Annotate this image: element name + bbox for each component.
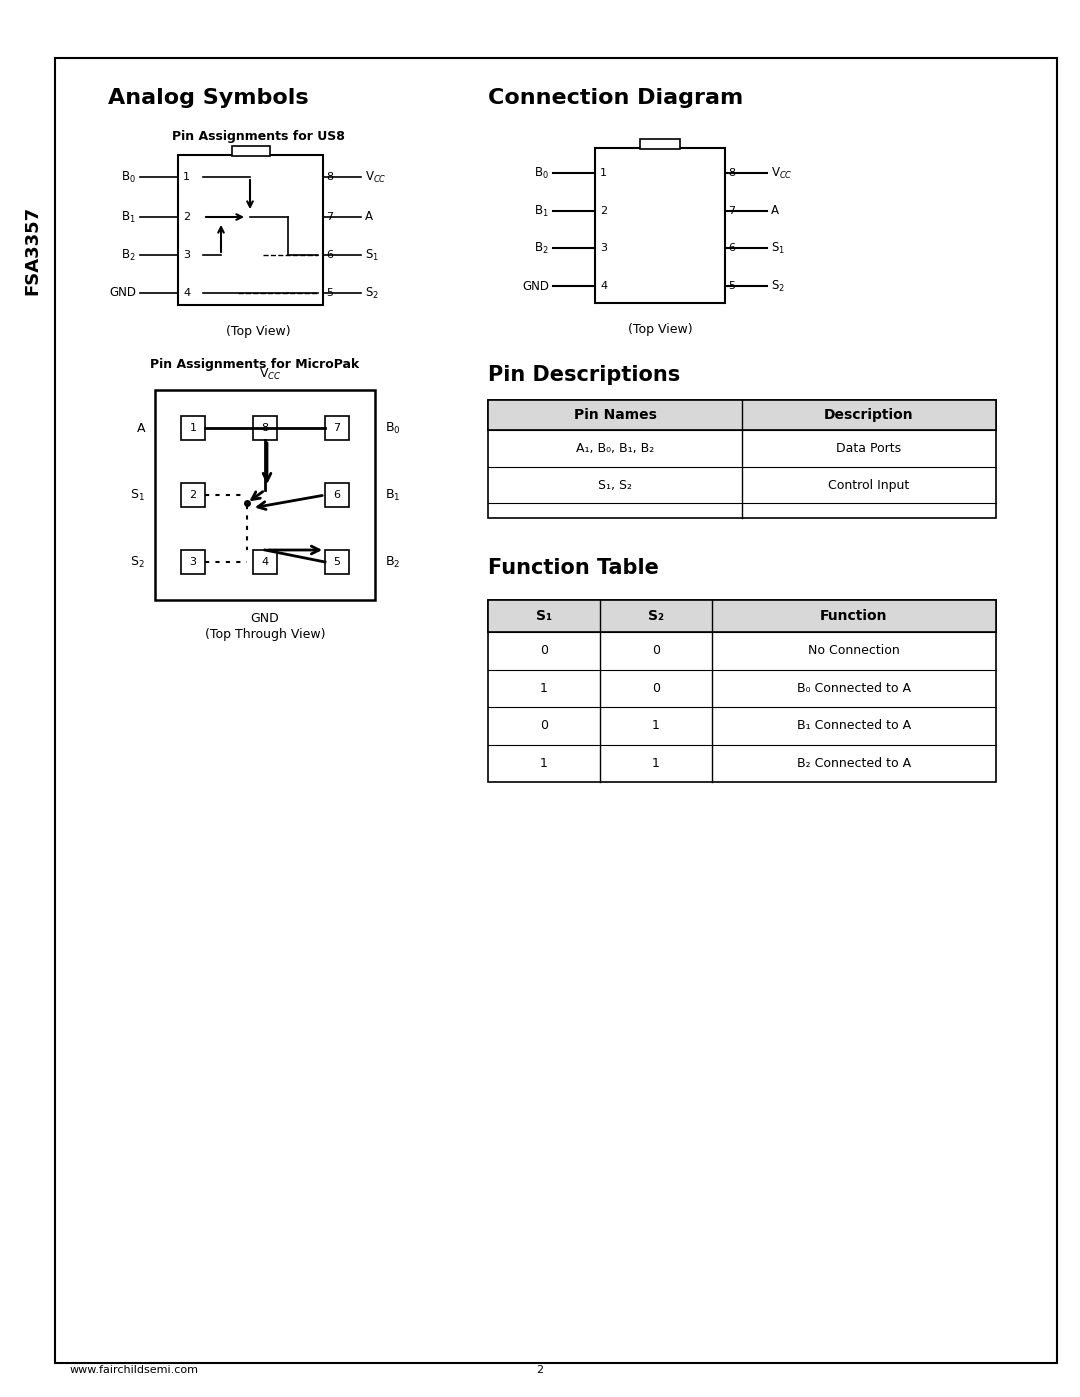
Text: 0: 0 — [540, 644, 548, 657]
Text: B$_0$: B$_0$ — [121, 169, 136, 184]
Text: 8: 8 — [728, 168, 735, 177]
Text: B₀ Connected to A: B₀ Connected to A — [797, 682, 910, 694]
Text: Pin Names: Pin Names — [573, 408, 657, 422]
Text: B₁ Connected to A: B₁ Connected to A — [797, 719, 910, 732]
Text: 6: 6 — [326, 250, 333, 260]
Text: S$_1$: S$_1$ — [771, 240, 785, 256]
Text: A: A — [136, 422, 145, 434]
Text: GND: GND — [251, 612, 280, 624]
Bar — [231, 147, 270, 156]
Text: No Connection: No Connection — [808, 644, 900, 657]
Text: V$_{CC}$: V$_{CC}$ — [771, 165, 793, 180]
Text: 0: 0 — [540, 719, 548, 732]
Text: 8: 8 — [326, 172, 333, 182]
Text: S₁: S₁ — [536, 609, 552, 623]
Text: 4: 4 — [183, 288, 190, 298]
Bar — [178, 155, 323, 305]
Text: 8: 8 — [261, 423, 269, 433]
Text: V$_{CC}$: V$_{CC}$ — [365, 169, 387, 184]
Bar — [488, 400, 996, 430]
Text: A: A — [365, 211, 373, 224]
Text: Connection Diagram: Connection Diagram — [488, 88, 743, 108]
Text: Function Table: Function Table — [488, 557, 659, 578]
Text: 7: 7 — [326, 212, 333, 222]
Bar — [325, 416, 349, 440]
Text: 5: 5 — [326, 288, 333, 298]
Text: 6: 6 — [334, 490, 340, 500]
Text: Analog Symbols: Analog Symbols — [108, 88, 309, 108]
Text: www.fairchildsemi.com: www.fairchildsemi.com — [70, 1365, 199, 1375]
Text: B$_1$: B$_1$ — [121, 210, 136, 225]
Text: GND: GND — [522, 279, 549, 292]
Text: 3: 3 — [189, 557, 197, 567]
Bar — [325, 550, 349, 574]
Text: GND: GND — [109, 286, 136, 299]
Text: 1: 1 — [540, 682, 548, 694]
Text: A₁, B₀, B₁, B₂: A₁, B₀, B₁, B₂ — [576, 441, 654, 455]
Bar — [156, 390, 375, 599]
Text: S₁, S₂: S₁, S₂ — [598, 479, 632, 492]
Text: S$_2$: S$_2$ — [131, 555, 145, 570]
Text: 5: 5 — [728, 281, 735, 291]
Text: 4: 4 — [261, 557, 269, 567]
Text: 7: 7 — [334, 423, 340, 433]
Text: (Top View): (Top View) — [226, 326, 291, 338]
Text: 5: 5 — [334, 557, 340, 567]
Bar — [488, 400, 996, 518]
Text: 6: 6 — [728, 243, 735, 253]
Text: A: A — [771, 204, 779, 218]
Text: S$_2$: S$_2$ — [771, 278, 785, 293]
Text: B$_0$: B$_0$ — [384, 420, 401, 436]
Text: 2: 2 — [600, 205, 607, 217]
Text: 2: 2 — [183, 212, 190, 222]
Bar — [253, 416, 276, 440]
Text: S₂: S₂ — [648, 609, 663, 623]
Text: Data Ports: Data Ports — [836, 441, 902, 455]
Text: 1: 1 — [189, 423, 197, 433]
Text: 0: 0 — [651, 682, 660, 694]
Text: Pin Assignments for MicroPak: Pin Assignments for MicroPak — [150, 358, 360, 372]
Bar — [181, 416, 205, 440]
Bar — [595, 148, 725, 303]
Text: B₂ Connected to A: B₂ Connected to A — [797, 757, 910, 770]
Text: 1: 1 — [183, 172, 190, 182]
Bar — [181, 550, 205, 574]
Text: 3: 3 — [600, 243, 607, 253]
Text: Control Input: Control Input — [828, 479, 909, 492]
Text: (Top Through View): (Top Through View) — [205, 629, 325, 641]
Text: B$_0$: B$_0$ — [535, 165, 549, 180]
Text: 1: 1 — [600, 168, 607, 177]
Text: B$_1$: B$_1$ — [384, 488, 401, 503]
Text: FSA3357: FSA3357 — [23, 205, 41, 295]
Text: B$_2$: B$_2$ — [535, 240, 549, 256]
Bar — [325, 483, 349, 507]
Text: B$_2$: B$_2$ — [384, 555, 401, 570]
Text: 7: 7 — [728, 205, 735, 217]
Text: V$_{CC}$: V$_{CC}$ — [258, 367, 282, 381]
Text: 1: 1 — [651, 757, 660, 770]
Text: S$_2$: S$_2$ — [365, 285, 379, 300]
Text: Description: Description — [824, 408, 914, 422]
Text: Pin Descriptions: Pin Descriptions — [488, 365, 680, 386]
Text: 2: 2 — [537, 1365, 543, 1375]
Text: S$_1$: S$_1$ — [365, 247, 379, 263]
Text: 2: 2 — [189, 490, 197, 500]
Text: (Top View): (Top View) — [627, 323, 692, 337]
Text: 3: 3 — [183, 250, 190, 260]
Text: 1: 1 — [540, 757, 548, 770]
Bar — [640, 138, 680, 149]
Text: S$_1$: S$_1$ — [131, 488, 145, 503]
Bar — [488, 599, 996, 782]
Bar — [488, 599, 996, 631]
Text: Function: Function — [820, 609, 888, 623]
Bar — [253, 550, 276, 574]
Text: 1: 1 — [651, 719, 660, 732]
Text: B$_2$: B$_2$ — [121, 247, 136, 263]
Text: Pin Assignments for US8: Pin Assignments for US8 — [172, 130, 345, 142]
Text: B$_1$: B$_1$ — [535, 204, 549, 218]
Text: 4: 4 — [600, 281, 607, 291]
Bar — [181, 483, 205, 507]
Text: 0: 0 — [651, 644, 660, 657]
